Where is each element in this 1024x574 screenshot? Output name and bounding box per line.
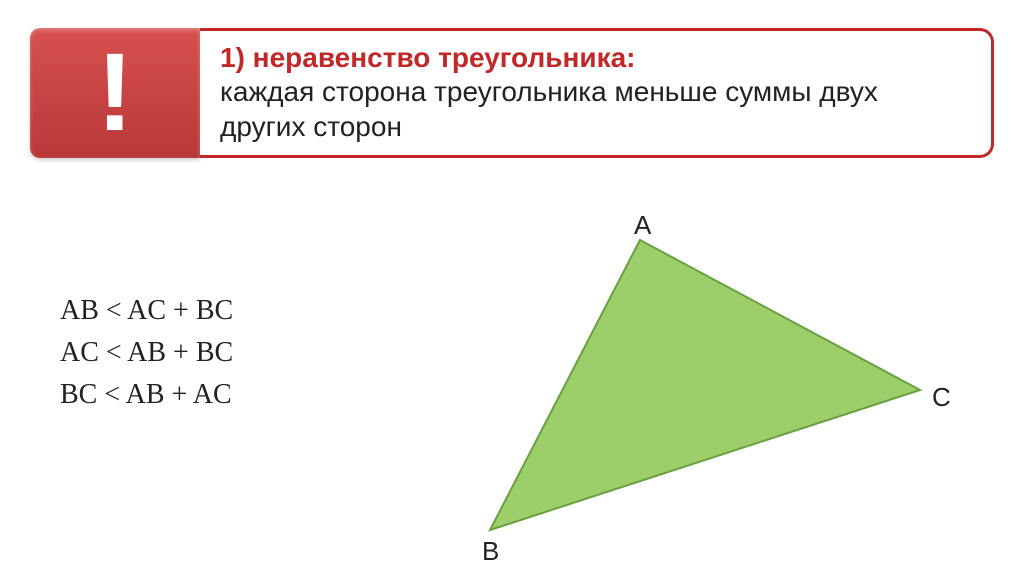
theorem-text-block: 1) неравенство треугольника: каждая стор… <box>200 28 994 158</box>
exclaim-icon: ! <box>97 38 134 148</box>
vertex-label-c: C <box>932 382 951 413</box>
triangle-svg <box>430 190 950 560</box>
formula-row: AB < AC + BC <box>60 290 233 332</box>
triangle-diagram: A B C <box>430 190 950 560</box>
inequality-formulas: AB < AC + BC AC < AB + BC BC < AB + AC <box>60 290 233 416</box>
exclaim-block: ! <box>30 28 200 158</box>
vertex-label-b: B <box>482 536 499 567</box>
theorem-title: 1) неравенство треугольника: <box>220 42 971 74</box>
vertex-label-a: A <box>634 210 651 241</box>
theorem-callout: ! 1) неравенство треугольника: каждая ст… <box>30 28 994 158</box>
formula-row: BC < AB + AC <box>60 374 233 416</box>
formula-row: AC < AB + BC <box>60 332 233 374</box>
theorem-description: каждая сторона треугольника меньше суммы… <box>220 74 971 144</box>
triangle-shape <box>490 240 920 530</box>
